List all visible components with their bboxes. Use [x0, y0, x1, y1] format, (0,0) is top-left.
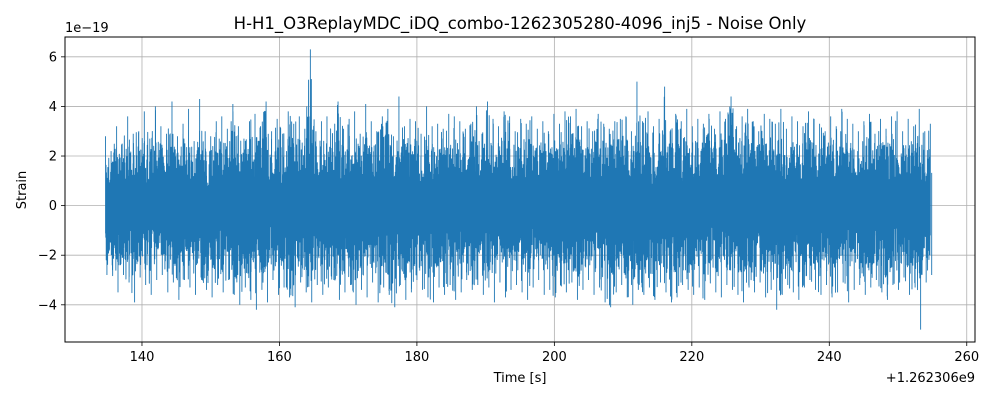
x-tick-label: 220 — [679, 350, 704, 365]
x-tick-label: 260 — [954, 350, 979, 365]
x-tick-label: 240 — [817, 350, 842, 365]
x-axis-label: Time [s] — [493, 371, 547, 386]
x-axis-offset-label: +1.262306e9 — [886, 371, 975, 386]
y-tick-label: 0 — [49, 199, 57, 214]
y-tick-label: 6 — [49, 50, 57, 65]
x-axis: 140 160 180 200 220 240 260 — [130, 342, 979, 365]
y-axis-label: Strain — [15, 171, 30, 210]
axes-frame — [64, 36, 976, 343]
x-tick-label: 200 — [542, 350, 567, 365]
plot-area — [105, 49, 933, 330]
x-tick-label: 140 — [130, 350, 155, 365]
x-tick-label: 180 — [404, 350, 429, 365]
y-tick-label: −2 — [38, 249, 57, 264]
x-tick-label: 160 — [267, 350, 292, 365]
chart-title: H-H1_O3ReplayMDC_iDQ_combo-1262305280-40… — [234, 14, 807, 34]
y-tick-label: 4 — [49, 100, 57, 115]
y-tick-label: −4 — [38, 298, 57, 313]
y-tick-label: 2 — [49, 150, 57, 165]
strain-series-line — [105, 49, 933, 330]
y-axis-scale-label: 1e−19 — [65, 21, 109, 36]
y-axis: −4 −2 0 2 4 6 — [38, 50, 65, 313]
